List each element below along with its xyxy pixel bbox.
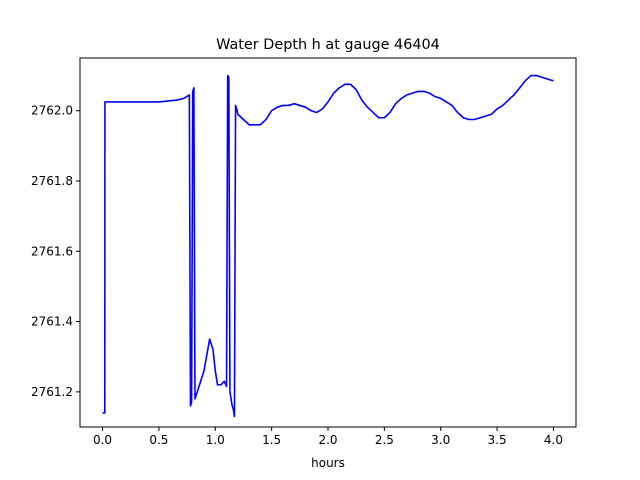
x-tick-label: 0.0 (93, 433, 112, 447)
y-tick-label: 2761.4 (31, 315, 73, 329)
series-line-water-depth (102, 74, 554, 418)
x-axis-ticks: 0.0 0.5 1.0 1.5 2.0 2.5 3.0 3.5 4.0 (93, 427, 563, 447)
x-tick-label: 1.5 (262, 433, 281, 447)
plot-area (79, 57, 577, 428)
axes-frame (79, 57, 577, 428)
chart-title: Water Depth h at gauge 46404 (216, 37, 440, 53)
y-axis-ticks: 2761.2 2761.4 2761.6 2761.8 2762.0 (31, 104, 80, 399)
x-tick-label: 2.5 (375, 433, 394, 447)
x-tick-label: 3.0 (431, 433, 450, 447)
x-tick-label: 2.0 (318, 433, 337, 447)
y-tick-label: 2761.2 (31, 385, 73, 399)
y-tick-label: 2761.6 (31, 244, 73, 258)
x-tick-label: 3.5 (488, 433, 507, 447)
x-tick-label: 0.5 (149, 433, 168, 447)
x-tick-label: 1.0 (206, 433, 225, 447)
x-axis-label: hours (311, 456, 345, 470)
y-tick-label: 2761.8 (31, 174, 73, 188)
x-tick-label: 4.0 (544, 433, 563, 447)
y-tick-label: 2762.0 (31, 104, 73, 118)
